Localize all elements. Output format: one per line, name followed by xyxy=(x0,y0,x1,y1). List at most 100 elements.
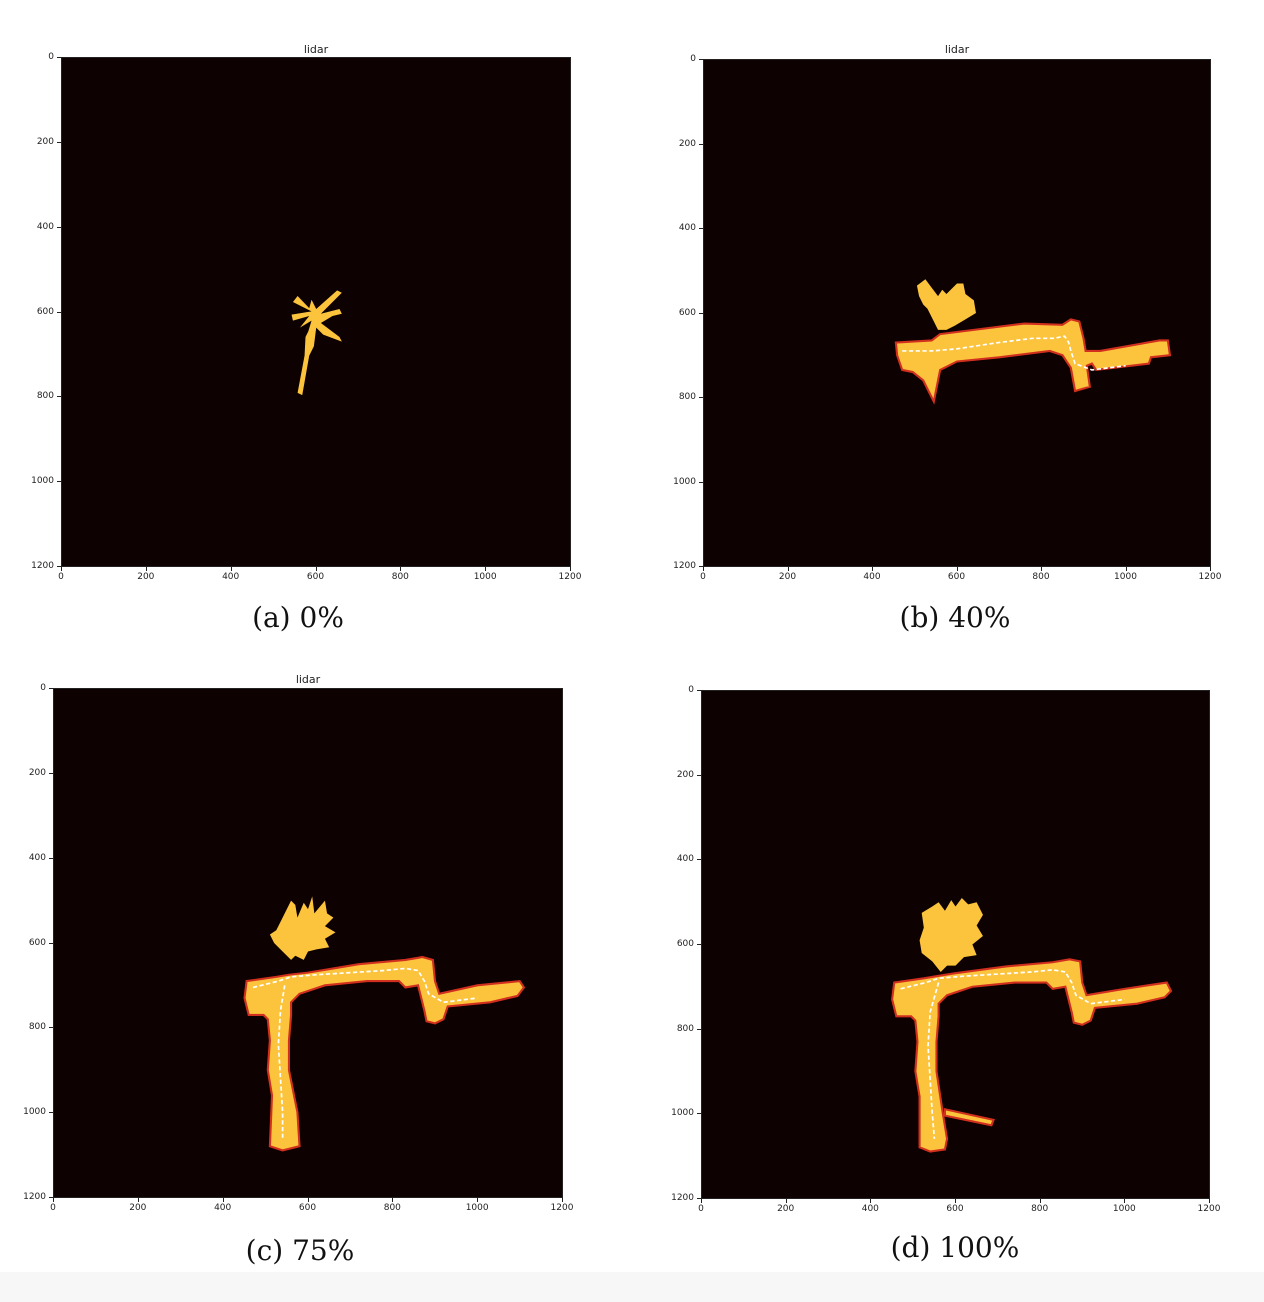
y-tick-mark xyxy=(697,859,701,861)
y-tick-label: 1000 xyxy=(673,476,696,487)
occupancy-map xyxy=(701,690,1210,1199)
x-tick-label: 400 xyxy=(214,1203,232,1213)
y-tick-label: 800 xyxy=(36,391,54,402)
y-tick-label: 0 xyxy=(48,52,54,62)
map-canvas xyxy=(291,290,342,396)
x-tick-label: 800 xyxy=(1031,1204,1049,1214)
x-tick-label: 0 xyxy=(698,1204,704,1214)
occupancy-map xyxy=(61,57,571,567)
y-tick-mark xyxy=(699,312,703,314)
y-tick-mark xyxy=(57,226,61,228)
y-tick-label: 800 xyxy=(28,1022,46,1033)
y-tick-label: 1000 xyxy=(31,476,54,487)
x-tick-label: 1000 xyxy=(1112,1204,1136,1214)
subfigure-caption: (c) 75% xyxy=(245,1234,355,1267)
y-tick-mark xyxy=(699,481,703,483)
x-tick-label: 1200 xyxy=(1198,572,1222,582)
y-tick-mark xyxy=(57,57,61,58)
x-tick-mark xyxy=(485,567,487,571)
y-tick-label: 800 xyxy=(676,1023,694,1034)
occupancy-map xyxy=(703,59,1211,567)
x-tick-mark xyxy=(315,567,317,571)
y-tick-label: 600 xyxy=(36,306,54,317)
y-tick-mark xyxy=(697,1198,701,1199)
y-tick-mark xyxy=(699,397,703,398)
y-tick-mark xyxy=(699,566,703,567)
x-tick-label: 200 xyxy=(137,572,155,582)
y-tick-label: 200 xyxy=(28,767,46,778)
y-tick-mark xyxy=(699,228,703,229)
x-tick-label: 1000 xyxy=(465,1203,489,1213)
y-tick-mark xyxy=(49,942,53,944)
robot-trajectory xyxy=(277,985,286,1138)
robot-trajectory xyxy=(927,982,940,1139)
x-tick-mark xyxy=(562,1198,563,1202)
map-canvas xyxy=(894,279,1172,405)
y-tick-label: 1000 xyxy=(671,1108,694,1119)
x-tick-mark xyxy=(145,567,147,571)
subfigure-caption: (b) 40% xyxy=(899,601,1011,634)
x-tick-label: 1200 xyxy=(1197,1204,1221,1214)
occupancy-map xyxy=(53,688,563,1198)
x-tick-mark xyxy=(477,1198,479,1202)
y-tick-mark xyxy=(57,566,61,567)
x-tick-label: 600 xyxy=(298,1203,317,1213)
x-tick-label: 800 xyxy=(391,572,409,582)
x-tick-mark xyxy=(1041,567,1042,571)
x-tick-mark xyxy=(956,567,958,571)
subfigure-caption: (a) 0% xyxy=(252,601,344,634)
x-tick-mark xyxy=(570,567,571,571)
y-tick-label: 600 xyxy=(676,939,694,949)
x-tick-label: 1000 xyxy=(473,572,497,582)
x-tick-mark xyxy=(137,1198,139,1202)
y-tick-label: 1200 xyxy=(23,1192,46,1202)
y-tick-mark xyxy=(49,1112,53,1114)
y-tick-mark xyxy=(697,944,701,945)
x-tick-mark xyxy=(870,1199,872,1203)
y-tick-mark xyxy=(697,774,701,776)
y-tick-label: 200 xyxy=(36,136,54,147)
plot-title: lidar xyxy=(944,43,970,56)
x-tick-label: 400 xyxy=(863,572,881,582)
y-tick-label: 200 xyxy=(678,138,696,149)
x-tick-mark xyxy=(701,1199,702,1203)
plot-title: lidar xyxy=(295,673,321,686)
x-tick-label: 200 xyxy=(777,1204,795,1214)
mapped-region xyxy=(919,898,983,972)
y-tick-label: 400 xyxy=(28,852,46,863)
y-tick-mark xyxy=(57,311,61,313)
y-tick-label: 1000 xyxy=(23,1107,46,1118)
x-tick-label: 0 xyxy=(50,1203,56,1213)
y-tick-mark xyxy=(697,1113,701,1115)
y-tick-mark xyxy=(697,690,701,691)
y-tick-label: 400 xyxy=(36,221,54,232)
x-tick-mark xyxy=(222,1198,224,1202)
y-tick-mark xyxy=(49,1197,53,1198)
x-tick-mark xyxy=(230,567,232,571)
x-tick-mark xyxy=(53,1198,54,1202)
mapped-region xyxy=(269,896,336,960)
mapped-region xyxy=(291,290,342,396)
y-tick-label: 0 xyxy=(688,685,694,695)
x-tick-label: 1200 xyxy=(550,1203,574,1213)
y-tick-label: 1200 xyxy=(31,561,54,571)
y-tick-mark xyxy=(57,481,61,483)
x-tick-label: 600 xyxy=(306,572,325,582)
y-tick-label: 0 xyxy=(40,683,46,693)
x-tick-mark xyxy=(872,567,873,571)
y-tick-label: 200 xyxy=(676,769,694,780)
x-tick-mark xyxy=(785,1199,787,1203)
y-tick-label: 1200 xyxy=(671,1193,694,1203)
x-tick-label: 400 xyxy=(861,1204,879,1214)
x-tick-label: 800 xyxy=(1032,572,1050,582)
mapped-region xyxy=(943,1107,995,1127)
y-tick-label: 600 xyxy=(28,937,46,948)
x-tick-mark xyxy=(1210,567,1211,571)
plot-title: lidar xyxy=(303,43,329,56)
y-tick-mark xyxy=(697,1028,701,1030)
y-tick-mark xyxy=(699,143,703,145)
x-tick-label: 800 xyxy=(383,1203,401,1213)
y-tick-mark xyxy=(49,1027,53,1029)
map-canvas xyxy=(891,898,1173,1153)
x-tick-label: 1200 xyxy=(558,572,582,582)
